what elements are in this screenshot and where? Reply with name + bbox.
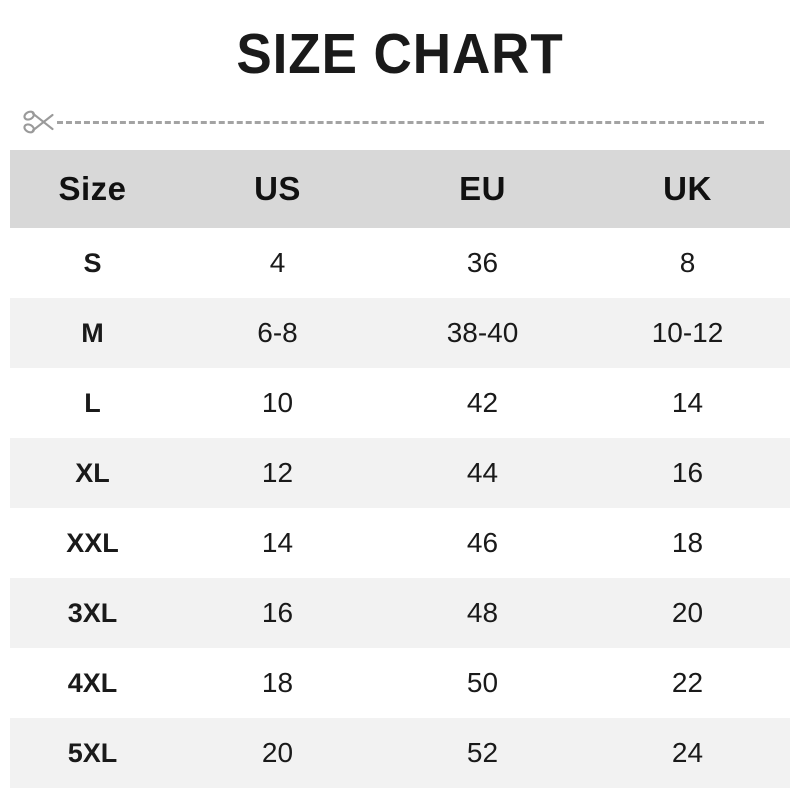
cell-us: 20 <box>175 718 380 788</box>
cell-uk: 24 <box>585 718 790 788</box>
table-row: 3XL 16 48 20 <box>10 578 790 648</box>
size-chart-table: Size US EU UK S 4 36 8 M 6-8 38-40 10-12… <box>10 150 790 788</box>
cell-us: 10 <box>175 368 380 438</box>
cell-size: 5XL <box>10 718 175 788</box>
table-row: 4XL 18 50 22 <box>10 648 790 718</box>
table-row: XL 12 44 16 <box>10 438 790 508</box>
column-header-uk: UK <box>585 150 790 228</box>
cell-uk: 14 <box>585 368 790 438</box>
cell-uk: 18 <box>585 508 790 578</box>
cell-size: 3XL <box>10 578 175 648</box>
dashed-cut-line <box>57 120 764 124</box>
cell-uk: 20 <box>585 578 790 648</box>
cell-eu: 42 <box>380 368 585 438</box>
cell-uk: 16 <box>585 438 790 508</box>
cell-eu: 44 <box>380 438 585 508</box>
cell-size: M <box>10 298 175 368</box>
cell-us: 6-8 <box>175 298 380 368</box>
cell-us: 4 <box>175 228 380 298</box>
cell-us: 18 <box>175 648 380 718</box>
page-title: SIZE CHART <box>236 22 564 86</box>
cell-uk: 8 <box>585 228 790 298</box>
table-row: 5XL 20 52 24 <box>10 718 790 788</box>
table-row: L 10 42 14 <box>10 368 790 438</box>
cell-us: 14 <box>175 508 380 578</box>
cell-size: 4XL <box>10 648 175 718</box>
cell-uk: 22 <box>585 648 790 718</box>
cell-eu: 46 <box>380 508 585 578</box>
cell-eu: 52 <box>380 718 585 788</box>
table-row: M 6-8 38-40 10-12 <box>10 298 790 368</box>
cell-size: L <box>10 368 175 438</box>
cell-size: XL <box>10 438 175 508</box>
cell-us: 12 <box>175 438 380 508</box>
cut-here-line <box>22 104 778 140</box>
table-header: Size US EU UK <box>10 150 790 228</box>
table-body: S 4 36 8 M 6-8 38-40 10-12 L 10 42 14 XL… <box>10 228 790 788</box>
scissors-icon <box>22 107 56 137</box>
column-header-size: Size <box>10 150 175 228</box>
cell-eu: 50 <box>380 648 585 718</box>
cell-eu: 48 <box>380 578 585 648</box>
cell-eu: 36 <box>380 228 585 298</box>
cell-size: S <box>10 228 175 298</box>
column-header-eu: EU <box>380 150 585 228</box>
cell-uk: 10-12 <box>585 298 790 368</box>
table-row: S 4 36 8 <box>10 228 790 298</box>
table-row: XXL 14 46 18 <box>10 508 790 578</box>
page-title-container: SIZE CHART <box>0 26 800 83</box>
cell-us: 16 <box>175 578 380 648</box>
cell-eu: 38-40 <box>380 298 585 368</box>
table-header-row: Size US EU UK <box>10 150 790 228</box>
column-header-us: US <box>175 150 380 228</box>
cell-size: XXL <box>10 508 175 578</box>
